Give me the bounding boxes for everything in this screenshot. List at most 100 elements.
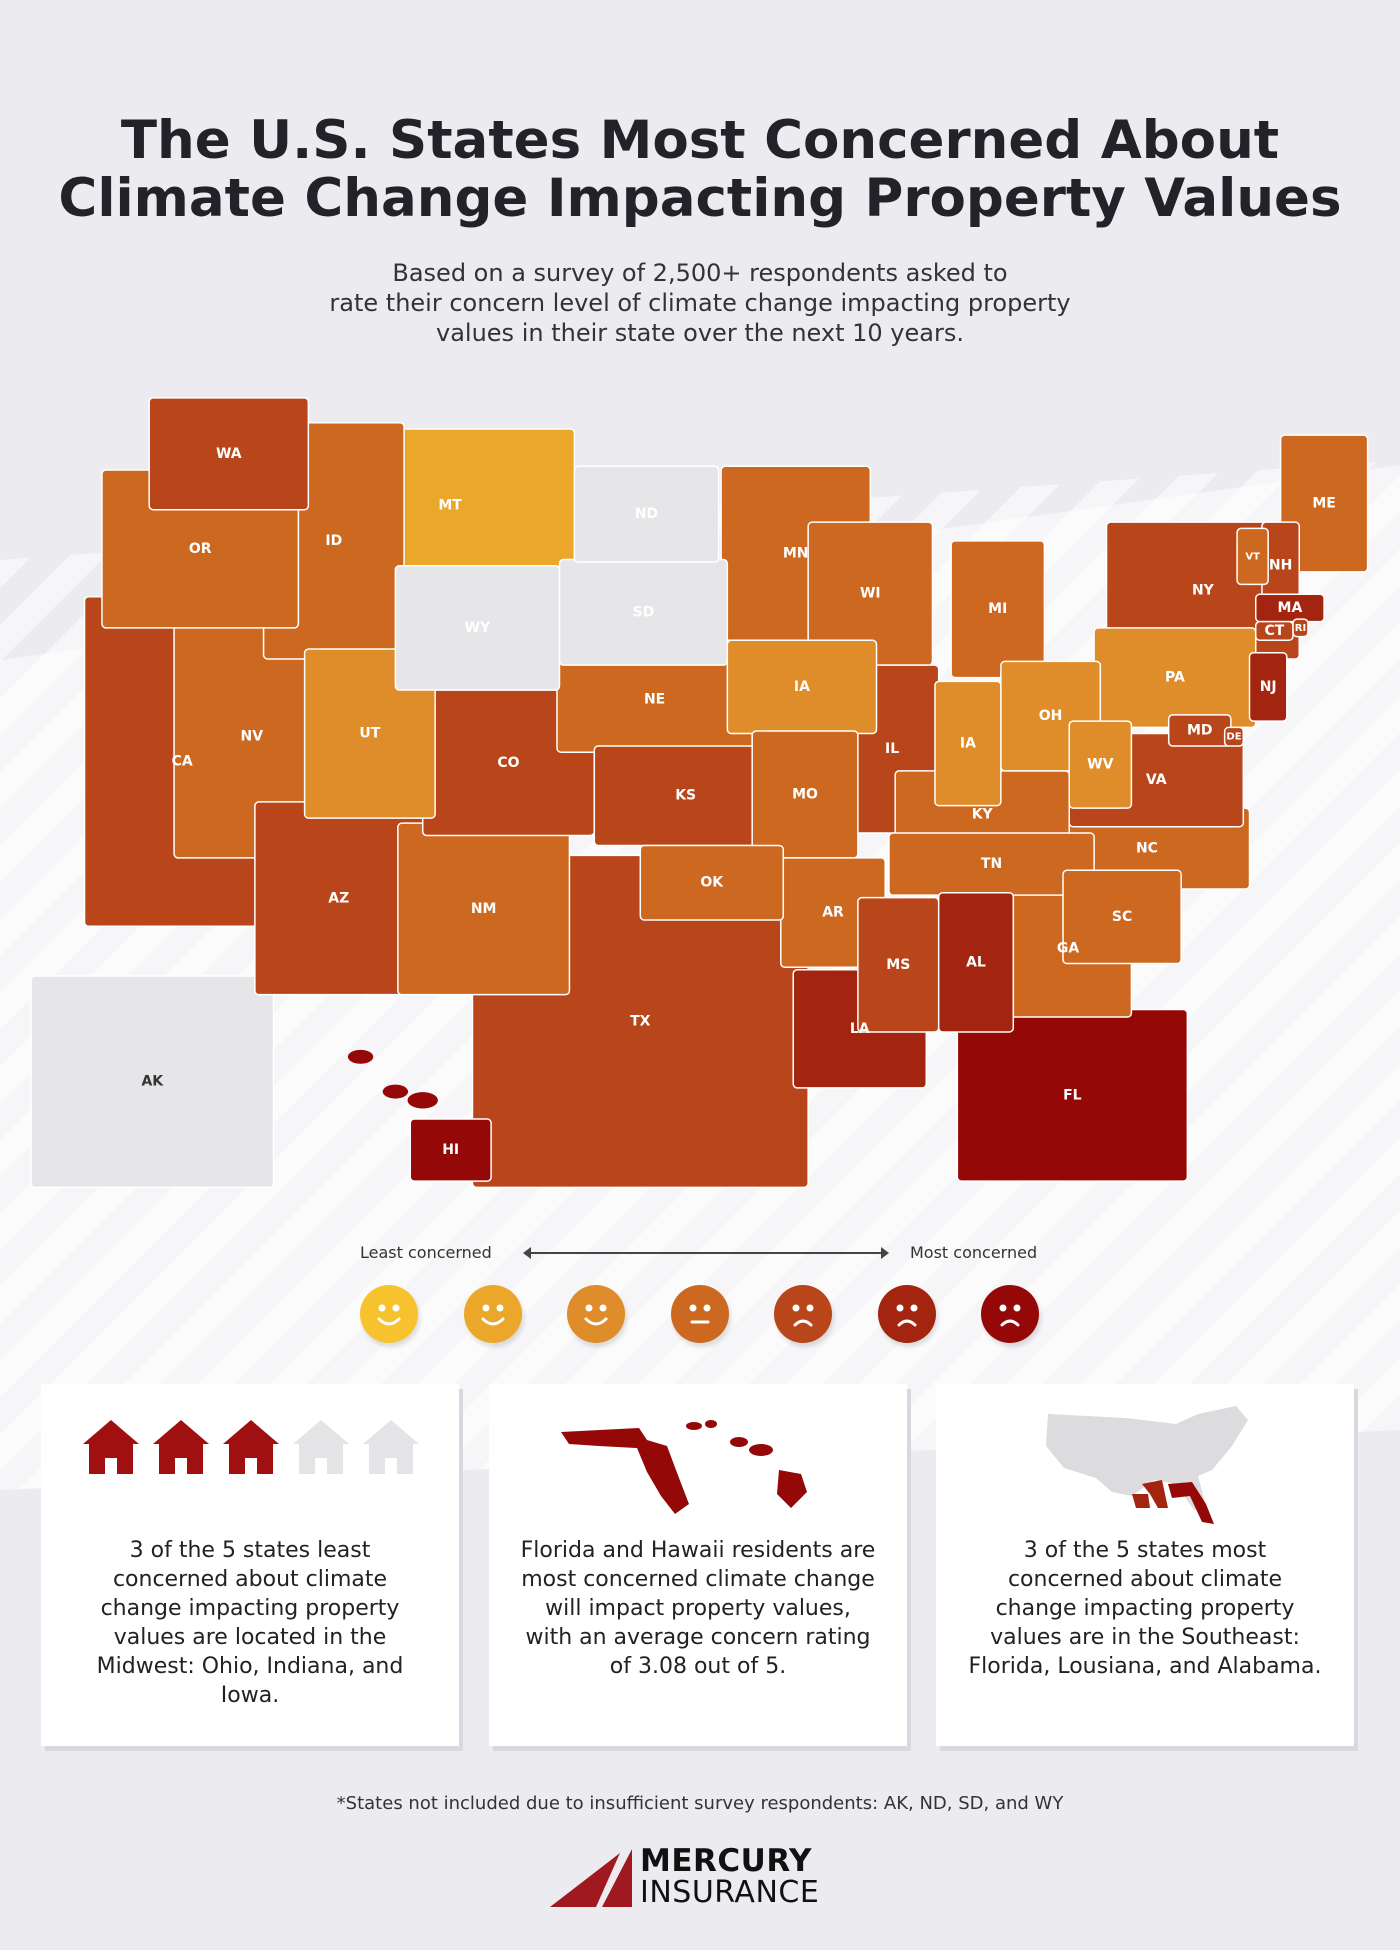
state-label: NJ (1260, 679, 1277, 695)
card-text: Florida and Hawaii residents are most co… (520, 1538, 876, 1679)
state-label: HI (442, 1142, 459, 1158)
subtitle-line: rate their concern level of climate chan… (329, 289, 1071, 317)
state-label: UT (359, 726, 380, 742)
state-mi (950, 540, 1046, 679)
logo-mark-icon (550, 1849, 632, 1907)
logo-text: MERCURY INSURANCE (640, 1845, 819, 1909)
state-nj (1248, 651, 1288, 722)
state-label: MS (886, 957, 910, 973)
state-de (1223, 726, 1245, 747)
state-hi (409, 1118, 492, 1182)
face-frown-icon (774, 1285, 832, 1343)
state-label: OR (189, 541, 212, 557)
state-label: IL (885, 741, 899, 757)
insight-card-midwest: 3 of the 5 states least concerned about … (41, 1384, 459, 1746)
subtitle-line: values in their state over the next 10 y… (436, 319, 964, 347)
legend-least-label: Least concerned (360, 1243, 492, 1262)
hawaii-island (347, 1049, 374, 1064)
insight-card-southeast: 3 of the 5 states most concerned about c… (936, 1384, 1354, 1746)
state-label: KS (675, 788, 696, 804)
state-label: NM (471, 901, 497, 917)
face-frown-icon (877, 1285, 936, 1343)
house-icon (83, 1420, 139, 1474)
state-label: MO (792, 786, 818, 802)
state-label: VA (1146, 772, 1167, 788)
state-label: GA (1057, 941, 1079, 957)
state-nd (573, 465, 720, 563)
hawaii-island (407, 1092, 438, 1109)
state-label: AZ (328, 890, 349, 906)
state-label: NH (1269, 558, 1292, 574)
state-label: SC (1112, 909, 1132, 925)
state-label: RI (1295, 623, 1306, 634)
state-label: MT (438, 497, 462, 513)
state-label: ND (635, 506, 658, 522)
hawaii-island (382, 1084, 409, 1099)
state-vt (1236, 527, 1269, 586)
state-label: WY (465, 620, 491, 636)
state-label: TN (981, 856, 1002, 872)
state-ut (303, 648, 436, 819)
state-label: NC (1136, 841, 1158, 857)
state-label: MA (1278, 600, 1303, 616)
legend-most-label: Most concerned (910, 1243, 1038, 1262)
face-smile-icon (360, 1285, 418, 1343)
state-ok (639, 844, 785, 921)
footnote: *States not included due to insufficient… (336, 1793, 1064, 1814)
state-label: KY (972, 806, 994, 822)
card-text: 3 of the 5 states least concerned about … (96, 1538, 404, 1708)
state-label: OH (1039, 708, 1063, 724)
house-icon (293, 1420, 349, 1474)
insight-card-florida-hawaii: Florida and Hawaii residents are most co… (489, 1384, 907, 1746)
state-label: ME (1312, 496, 1336, 512)
state-label: CT (1264, 623, 1284, 639)
legend-arrow (523, 1247, 889, 1259)
page-title: The U.S. States Most Concerned About Cli… (0, 112, 1400, 228)
state-label: ID (325, 533, 342, 549)
title-line: Climate Change Impacting Property Values (58, 168, 1342, 229)
state-label: MI (988, 601, 1007, 617)
florida-hawaii-map-icon (561, 1420, 807, 1514)
state-label: MN (783, 545, 809, 561)
state-label: IA (960, 735, 976, 751)
house-icon (363, 1420, 419, 1474)
state-label: CO (497, 755, 519, 771)
state-wv (1068, 720, 1133, 809)
state-label: VT (1245, 551, 1260, 562)
us-choropleth-map: WA OR CA NV ID MT WY UT CO AZ NM ND SD NE KS OK TX MN IA MO… (30, 397, 1369, 1189)
state-label: NY (1192, 583, 1215, 599)
state-label: WI (860, 586, 881, 602)
title-line: The U.S. States Most Concerned About (120, 110, 1280, 171)
state-label: WV (1087, 757, 1113, 773)
face-smile-icon (567, 1285, 625, 1343)
state-label: NV (240, 729, 263, 745)
house-icons (83, 1420, 419, 1474)
state-me (1279, 434, 1369, 573)
us-map-southeast-icon (1046, 1406, 1248, 1524)
face-frown-icon (981, 1285, 1039, 1343)
state-ak (30, 975, 275, 1189)
state-label: WA (216, 446, 242, 462)
subtitle-line: Based on a survey of 2,500+ respondents … (392, 259, 1008, 287)
state-label: AR (822, 905, 844, 921)
state-al (937, 891, 1015, 1033)
state-sc (1062, 869, 1182, 965)
mercury-insurance-logo: MERCURY INSURANCE (548, 1845, 858, 1909)
card-text: 3 of the 5 states most concerned about c… (968, 1538, 1322, 1679)
state-ia (934, 680, 1002, 807)
state-label: MD (1187, 722, 1213, 738)
subtitle: Based on a survey of 2,500+ respondents … (0, 258, 1400, 348)
state-label: SD (633, 604, 655, 620)
face-smile-icon (463, 1285, 522, 1343)
state-label: AL (966, 954, 986, 970)
state-label: PA (1165, 670, 1185, 686)
house-icon (153, 1420, 209, 1474)
state-label: DE (1226, 732, 1241, 743)
state-label: NE (644, 691, 665, 707)
house-icon (223, 1420, 279, 1474)
state-label: CA (172, 754, 193, 770)
logo-line: INSURANCE (640, 1875, 820, 1910)
state-label: TX (630, 1013, 651, 1029)
state-label: FL (1063, 1087, 1082, 1103)
state-label: AK (141, 1074, 164, 1090)
